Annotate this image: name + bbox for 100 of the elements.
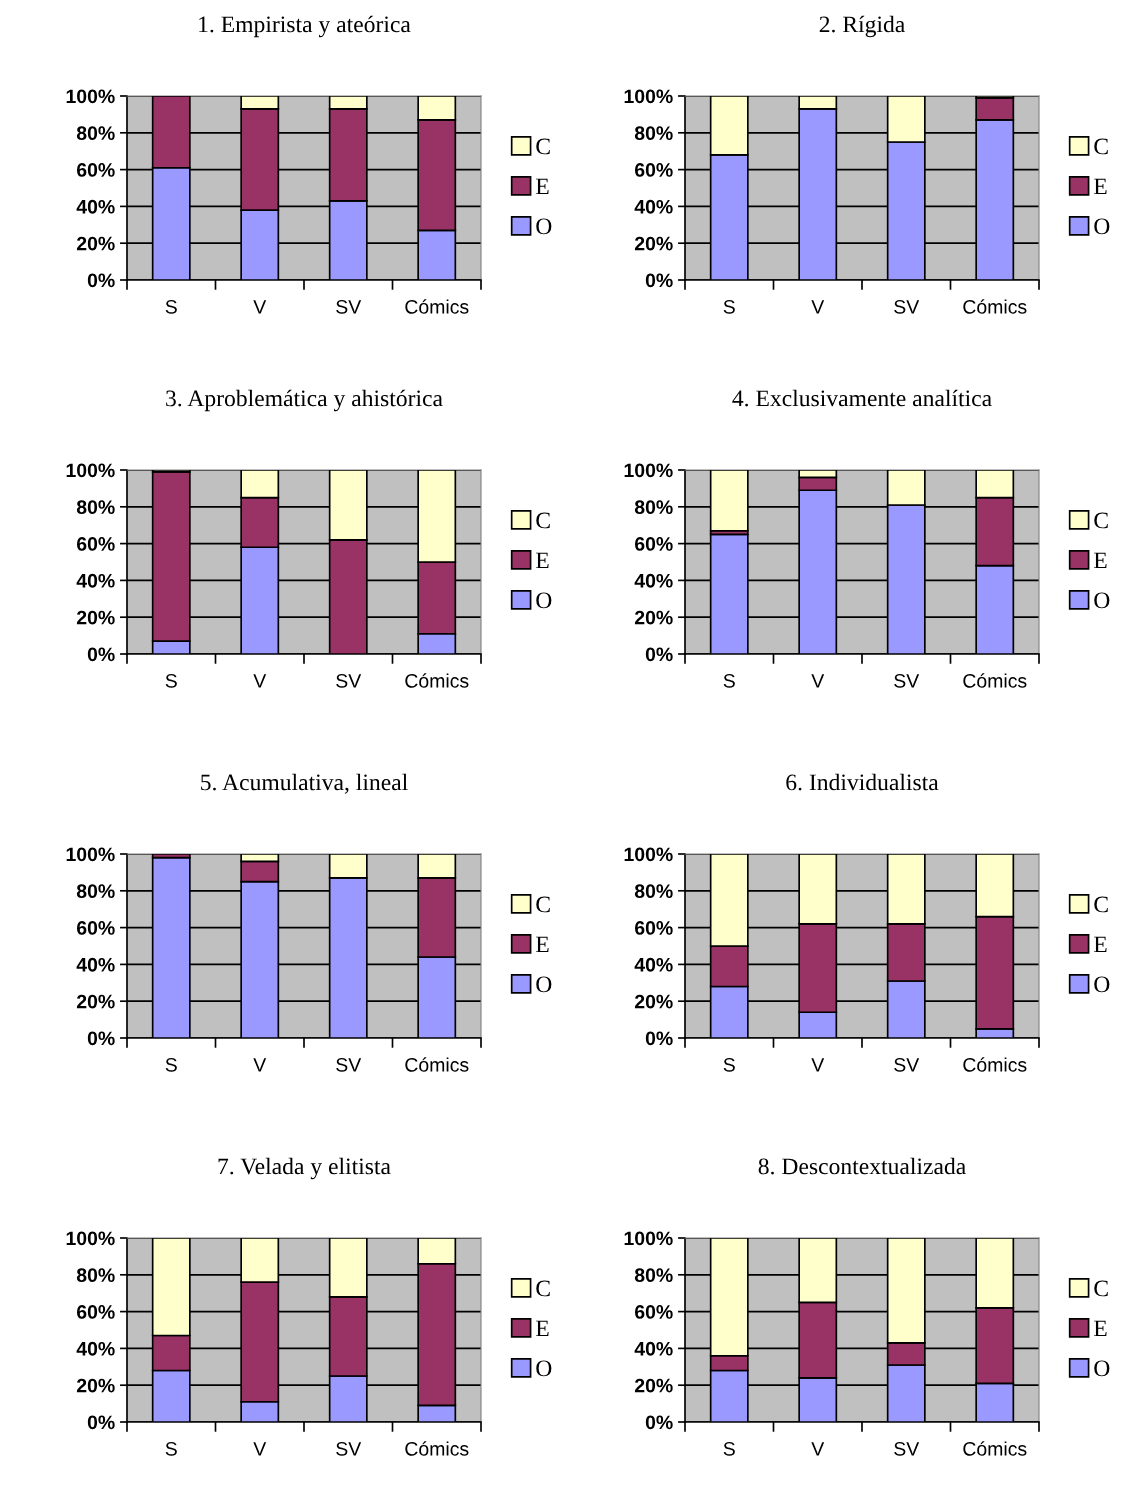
y-tick-label: 40%: [76, 957, 115, 972]
y-tick-label: 80%: [634, 884, 673, 899]
legend-label: E: [1093, 178, 1107, 195]
chart-title: 3. Aproblemática y ahistórica: [166, 389, 443, 412]
y-tick-label: 60%: [76, 163, 115, 177]
y-tick-label: 60%: [76, 921, 115, 935]
legend-label: O: [1094, 218, 1110, 235]
y-tick-label: 80%: [634, 500, 673, 515]
y-tick-label: 100%: [624, 89, 673, 104]
y-tick-label: 100%: [66, 847, 115, 862]
chart-title: 2. Rígida: [819, 15, 905, 38]
legend-label: O: [536, 218, 552, 235]
y-tick-label: 40%: [76, 573, 115, 588]
legend-label: C: [536, 896, 550, 913]
legend-label: O: [536, 1360, 552, 1377]
x-tick-label: S: [165, 673, 177, 688]
x-tick-label: V: [253, 300, 267, 314]
y-tick-label: 80%: [76, 500, 115, 515]
legend-label: C: [536, 138, 550, 155]
x-tick-label: V: [253, 1058, 267, 1072]
x-tick-label: SV: [894, 299, 920, 314]
y-tick-label: 60%: [634, 537, 673, 551]
x-tick-label: Cómics: [963, 673, 1027, 688]
legend-label: E: [535, 552, 549, 569]
x-tick-label: S: [723, 1057, 735, 1072]
legend-label: E: [1093, 1320, 1107, 1337]
x-tick-label: Cómics: [963, 1441, 1027, 1456]
y-tick-label: 100%: [66, 463, 115, 478]
x-tick-label: S: [165, 299, 177, 314]
y-tick-label: 40%: [76, 1341, 115, 1356]
y-tick-label: 60%: [634, 163, 673, 177]
y-tick-label: 40%: [76, 199, 115, 214]
legend-label: O: [536, 592, 552, 609]
x-tick-label: Cómics: [963, 299, 1027, 314]
y-tick-label: 0%: [87, 1031, 115, 1046]
x-tick-label: SV: [336, 1057, 362, 1072]
y-tick-label: 80%: [76, 126, 115, 141]
legend-label: C: [1094, 138, 1108, 155]
legend-label: O: [1094, 976, 1110, 993]
chart-title: 8. Descontextualizada: [758, 1157, 966, 1175]
x-tick-label: Cómics: [405, 1441, 469, 1456]
chart-title: 1. Empirista y ateórica: [199, 15, 411, 38]
y-tick-label: 40%: [634, 957, 673, 972]
x-tick-label: SV: [336, 1441, 362, 1456]
y-tick-label: 100%: [66, 89, 115, 104]
x-tick-label: V: [811, 1058, 825, 1072]
x-tick-label: SV: [894, 673, 920, 688]
y-tick-label: 80%: [634, 1268, 673, 1283]
x-tick-label: S: [165, 1057, 177, 1072]
legend-label: C: [1094, 1280, 1108, 1297]
x-tick-label: SV: [336, 299, 362, 314]
y-tick-label: 20%: [634, 994, 673, 1009]
y-tick-label: 20%: [76, 994, 115, 1009]
y-tick-label: 0%: [645, 647, 673, 662]
y-tick-label: 40%: [634, 573, 673, 588]
y-tick-label: 0%: [87, 273, 115, 288]
y-tick-label: 100%: [66, 1231, 115, 1246]
legend-label: C: [536, 1280, 550, 1297]
y-tick-label: 0%: [645, 1415, 673, 1430]
y-tick-label: 60%: [634, 1305, 673, 1319]
y-tick-label: 60%: [76, 537, 115, 551]
y-tick-label: 60%: [634, 921, 673, 935]
x-tick-label: S: [165, 1441, 177, 1456]
y-tick-label: 40%: [634, 199, 673, 214]
legend-label: C: [1094, 896, 1108, 913]
legend-label: O: [1094, 1360, 1110, 1377]
y-tick-label: 20%: [76, 610, 115, 625]
y-tick-label: 20%: [76, 1378, 115, 1393]
legend-label: E: [535, 936, 549, 953]
chart-title: 7. Velada y elitista: [218, 1157, 391, 1180]
x-tick-label: V: [811, 1442, 825, 1456]
legend-label: O: [536, 976, 552, 993]
chart-title: 5. Acumulativa, lineal: [201, 773, 408, 794]
y-tick-label: 80%: [76, 884, 115, 899]
x-tick-label: V: [811, 300, 825, 314]
y-tick-label: 80%: [76, 1268, 115, 1283]
chart-title: 6. Individualista: [786, 773, 939, 791]
y-tick-label: 20%: [634, 236, 673, 251]
y-tick-label: 100%: [624, 1231, 673, 1246]
legend-label: E: [1093, 552, 1107, 569]
y-tick-label: 0%: [645, 1031, 673, 1046]
y-tick-label: 100%: [624, 463, 673, 478]
x-tick-label: V: [253, 1442, 267, 1456]
y-tick-label: 40%: [634, 1341, 673, 1356]
legend-label: E: [1093, 936, 1107, 953]
legend-label: E: [535, 178, 549, 195]
y-tick-label: 80%: [634, 126, 673, 141]
y-tick-label: 100%: [624, 847, 673, 862]
x-tick-label: SV: [894, 1057, 920, 1072]
y-tick-label: 0%: [87, 1415, 115, 1430]
y-tick-label: 20%: [634, 610, 673, 625]
y-tick-label: 0%: [87, 647, 115, 662]
chart-title: 4. Exclusivamente analítica: [732, 389, 992, 407]
x-tick-label: SV: [894, 1441, 920, 1456]
x-tick-label: Cómics: [405, 1057, 469, 1072]
x-tick-label: S: [723, 673, 735, 688]
x-tick-label: Cómics: [963, 1057, 1027, 1072]
x-tick-label: S: [723, 299, 735, 314]
x-tick-label: S: [723, 1441, 735, 1456]
x-tick-label: SV: [336, 673, 362, 688]
